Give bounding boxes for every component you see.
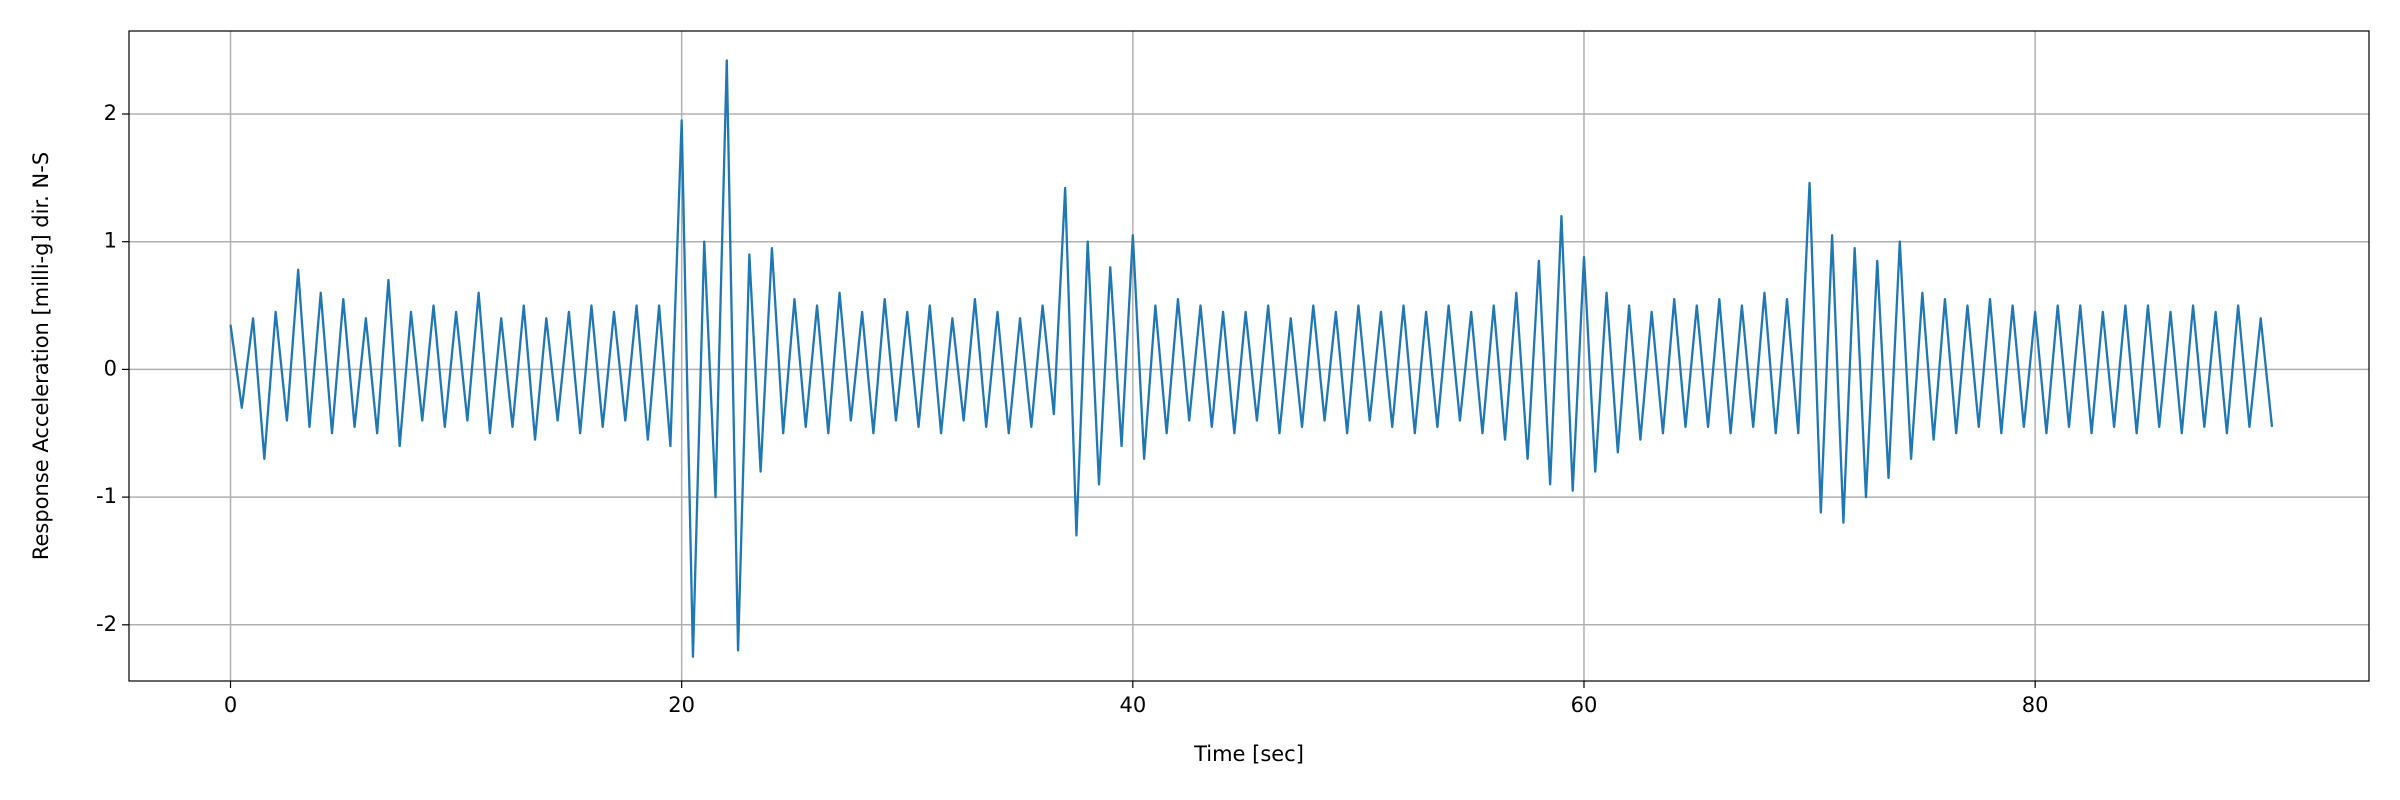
y-tick-label: 1 (104, 229, 117, 253)
x-tick-label: 60 (1571, 693, 1598, 717)
y-tick-label: 0 (104, 356, 117, 380)
y-tick-label: -2 (96, 612, 117, 636)
x-tick-label: 40 (1119, 693, 1146, 717)
x-tick-label: 20 (668, 693, 695, 717)
x-tick-label: 0 (224, 693, 237, 717)
x-tick-label: 80 (2022, 693, 2049, 717)
y-axis-label: Response Acceleration [milli-g] dir. N-S (29, 152, 53, 560)
series-line (229, 59, 2274, 658)
y-tick-label: -1 (96, 484, 117, 508)
plot-frame (128, 30, 2370, 682)
x-axis-label: Time [sec] (1193, 742, 1304, 766)
y-tick-label: 2 (104, 101, 117, 125)
